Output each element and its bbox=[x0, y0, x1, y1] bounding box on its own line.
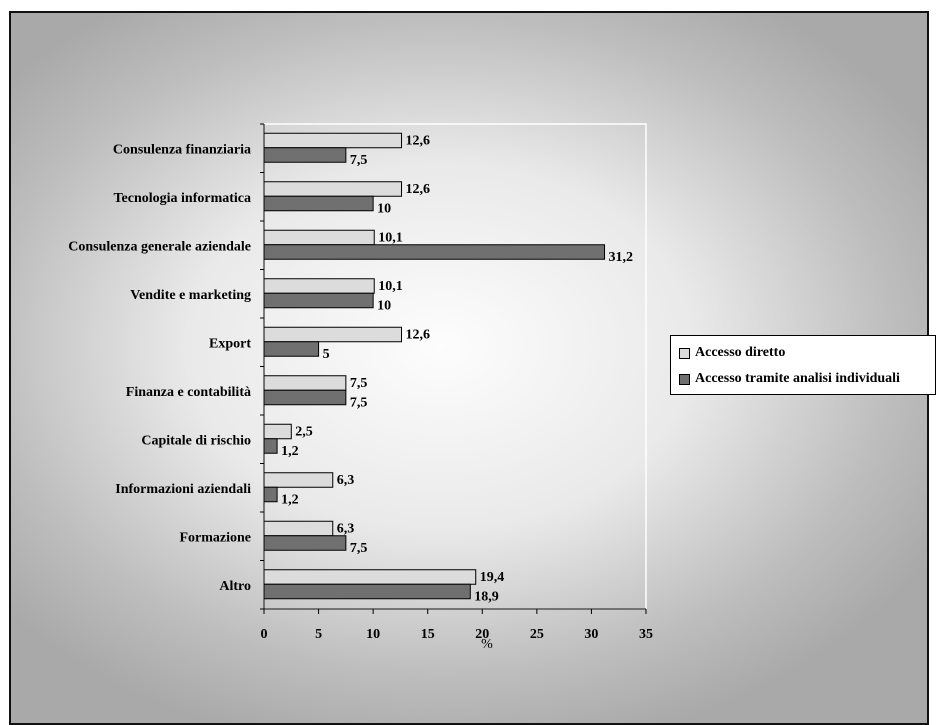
data-label-s0-7: 6,3 bbox=[337, 473, 355, 488]
bars-group bbox=[263, 132, 606, 600]
bar-s0-4 bbox=[263, 326, 403, 343]
data-label-s1-9: 18,9 bbox=[474, 589, 499, 604]
data-label-s0-6: 2,5 bbox=[295, 424, 313, 439]
data-label-s1-3: 10 bbox=[377, 298, 391, 313]
data-label-s0-0: 12,6 bbox=[406, 133, 431, 148]
data-label-s1-4: 5 bbox=[323, 347, 330, 362]
bar-s0-5 bbox=[263, 375, 347, 391]
category-label-8: Formazione bbox=[179, 530, 251, 545]
bar-s0-0 bbox=[263, 132, 403, 149]
category-label-3: Vendite e marketing bbox=[130, 288, 251, 303]
category-label-4: Export bbox=[209, 336, 251, 351]
x-axis-title: % bbox=[481, 637, 493, 652]
axes-group bbox=[260, 123, 647, 614]
category-label-6: Capitale di rischio bbox=[141, 433, 251, 448]
data-label-s0-5: 7,5 bbox=[350, 376, 368, 391]
category-label-5: Finanza e contabilità bbox=[126, 385, 251, 400]
category-label-9: Altro bbox=[219, 579, 251, 594]
bar-s1-0 bbox=[263, 147, 347, 163]
data-label-s0-1: 12,6 bbox=[406, 182, 431, 197]
x-tick-label-7: 35 bbox=[639, 627, 653, 642]
labels-group: 12,6 7,5 Consulenza finanziaria 12,6 10 Tecno… bbox=[68, 133, 653, 652]
bar-s1-4 bbox=[263, 341, 320, 357]
bar-s0-3 bbox=[263, 278, 375, 294]
data-label-s1-8: 7,5 bbox=[350, 541, 368, 556]
bar-s0-2 bbox=[263, 229, 375, 246]
x-tick-label-6: 30 bbox=[584, 627, 598, 642]
legend-swatch-1 bbox=[679, 373, 690, 385]
data-label-s0-4: 12,6 bbox=[406, 327, 431, 342]
category-label-7: Informazioni aziendali bbox=[115, 482, 251, 497]
data-label-s1-6: 1,2 bbox=[281, 444, 299, 459]
data-label-s1-2: 31,2 bbox=[609, 250, 634, 265]
bar-s1-6 bbox=[263, 438, 278, 454]
bar-s0-7 bbox=[263, 472, 334, 488]
data-label-s0-3: 10,1 bbox=[378, 279, 403, 294]
data-label-s0-8: 6,3 bbox=[337, 521, 355, 536]
bar-s0-9 bbox=[263, 569, 477, 585]
bar-s1-1 bbox=[263, 195, 374, 212]
legend-label-0: Accesso diretto bbox=[695, 345, 786, 360]
data-label-s0-9: 19,4 bbox=[480, 570, 505, 585]
category-label-2: Consulenza generale aziendale bbox=[68, 239, 251, 254]
x-tick-label-4: 20 bbox=[475, 627, 489, 642]
legend-label-1: Accesso tramite analisi individuali bbox=[695, 371, 900, 386]
bar-s0-6 bbox=[263, 423, 292, 440]
legend-item-1: Accesso tramite analisi individuali bbox=[679, 371, 900, 387]
bar-s0-8 bbox=[263, 520, 334, 537]
data-label-s1-7: 1,2 bbox=[281, 492, 299, 507]
category-label-1: Tecnologia informatica bbox=[113, 191, 251, 206]
x-tick-label-0: 0 bbox=[261, 627, 268, 642]
legend-item-0: Accesso diretto bbox=[679, 345, 785, 361]
bar-s1-7 bbox=[263, 486, 278, 503]
x-tick-label-3: 15 bbox=[421, 627, 435, 642]
data-label-s1-5: 7,5 bbox=[350, 395, 368, 410]
category-label-0: Consulenza finanziaria bbox=[113, 142, 251, 157]
x-tick-label-1: 5 bbox=[315, 627, 322, 642]
data-label-s1-0: 7,5 bbox=[350, 153, 368, 168]
bar-s0-1 bbox=[263, 181, 403, 197]
bar-s1-3 bbox=[263, 292, 374, 309]
legend: Accesso diretto Accesso tramite analisi … bbox=[670, 335, 936, 395]
legend-swatch-0 bbox=[679, 347, 690, 359]
bar-s1-5 bbox=[263, 389, 347, 406]
bar-s1-8 bbox=[263, 535, 347, 551]
x-tick-label-2: 10 bbox=[366, 627, 380, 642]
bar-s1-9 bbox=[263, 583, 471, 600]
data-label-s0-2: 10,1 bbox=[378, 230, 403, 245]
x-tick-label-5: 25 bbox=[530, 627, 544, 642]
bar-s1-2 bbox=[263, 244, 606, 260]
data-label-s1-1: 10 bbox=[377, 201, 391, 216]
